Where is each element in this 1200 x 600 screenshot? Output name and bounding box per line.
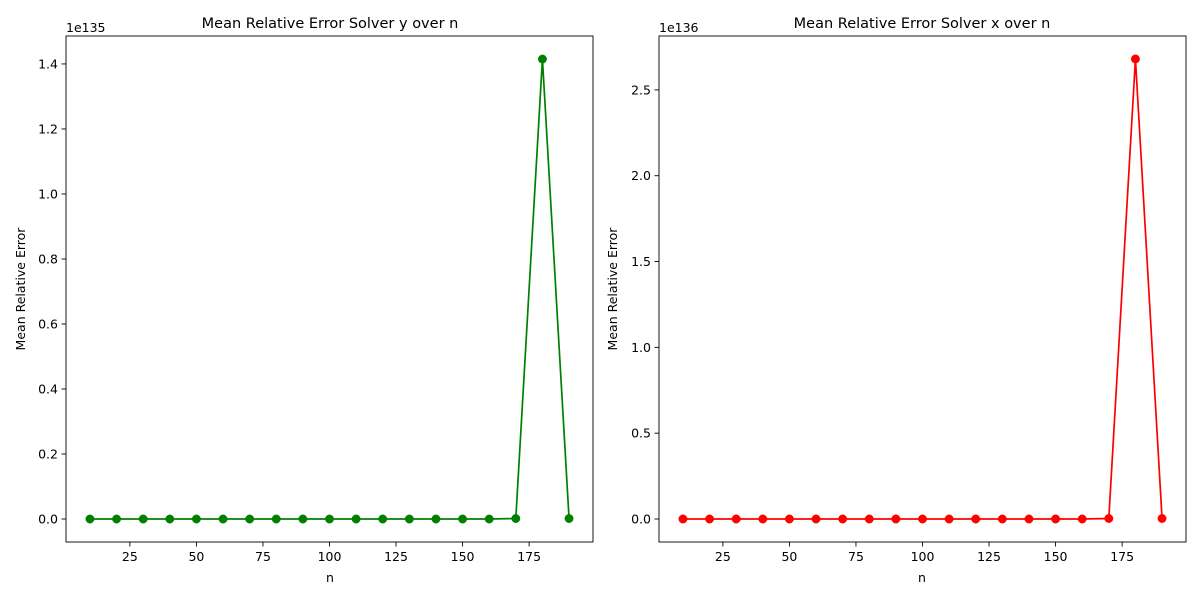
x-axis-label: n [918, 570, 926, 585]
data-point [431, 514, 441, 524]
x-tick-label: 125 [384, 549, 408, 564]
data-point [138, 514, 148, 524]
data-point [564, 514, 574, 523]
plot-area: 25 50 75 100 125 150 175 0.0 0.2 0.4 0.6 0.8 1.0 1.2 1… [38, 35, 594, 564]
data-point [891, 514, 901, 524]
data-point [404, 514, 414, 524]
data-point [1024, 514, 1034, 524]
y-tick-label: 0.6 [38, 316, 58, 331]
x-tick-label: 175 [1110, 549, 1134, 564]
data-point [218, 514, 228, 524]
data-point [838, 514, 848, 524]
y-tick-label: 0.0 [631, 512, 651, 527]
y-tick-label: 0.0 [38, 512, 58, 527]
y-tick-label: 1.0 [38, 186, 58, 201]
data-point [298, 514, 308, 524]
y-tick-label: 2.0 [631, 168, 651, 183]
chart-right: Mean Relative Error Solver x over n 1e13… [605, 16, 1187, 585]
x-tick-label: 150 [451, 549, 475, 564]
chart-title: Mean Relative Error Solver y over n [202, 16, 459, 32]
data-point [1130, 54, 1140, 64]
data-point [784, 514, 794, 524]
x-tick-label: 75 [848, 549, 864, 564]
data-point [484, 514, 494, 524]
x-tick-label: 150 [1044, 549, 1068, 564]
data-point [758, 514, 768, 524]
data-point [191, 514, 201, 524]
data-point [511, 514, 521, 523]
data-point [705, 514, 715, 524]
plot-area: 25 50 75 100 125 150 175 0.0 0.5 1.0 1.5 2.0 2.5 [631, 35, 1187, 564]
data-point [1077, 514, 1087, 524]
y-tick-label: 1.2 [38, 121, 58, 136]
y-tick-label: 0.5 [631, 426, 651, 441]
data-point [271, 514, 281, 524]
x-tick-label: 25 [122, 549, 138, 564]
data-point [351, 514, 361, 524]
y-tick-label: 1.5 [631, 254, 651, 269]
data-point [325, 514, 334, 524]
chart-title: Mean Relative Error Solver x over n [794, 16, 1051, 32]
x-tick-label: 100 [911, 549, 935, 564]
data-point [165, 514, 175, 524]
data-point [997, 514, 1007, 524]
data-point [1104, 514, 1114, 523]
data-point [537, 54, 547, 64]
data-point [458, 514, 468, 524]
y-axis-label: Mean Relative Error [605, 227, 620, 351]
data-point [678, 514, 688, 524]
chart-left: Mean Relative Error Solver y over n 1e13… [13, 16, 594, 585]
x-tick-label: 25 [715, 549, 731, 564]
y-tick-label: 0.2 [38, 447, 58, 462]
y-offset-label: 1e136 [659, 20, 699, 35]
y-tick-label: 1.0 [631, 340, 651, 355]
x-tick-label: 100 [318, 549, 342, 564]
data-point [378, 514, 388, 524]
x-tick-label: 175 [517, 549, 541, 564]
data-point [811, 514, 821, 524]
y-axis-label: Mean Relative Error [13, 227, 28, 351]
data-point [1051, 514, 1061, 524]
data-point [1157, 514, 1167, 523]
data-point [918, 514, 927, 524]
data-point [85, 514, 95, 524]
data-point [731, 514, 741, 524]
x-tick-label: 50 [781, 549, 797, 564]
data-point [864, 514, 874, 524]
x-tick-label: 75 [255, 549, 271, 564]
x-tick-label: 50 [188, 549, 204, 564]
data-point [112, 514, 122, 524]
y-tick-label: 1.4 [38, 56, 58, 71]
y-tick-label: 0.4 [38, 382, 58, 397]
y-tick-label: 2.5 [631, 82, 651, 97]
y-offset-label: 1e135 [66, 20, 106, 35]
data-point [245, 514, 255, 524]
y-tick-label: 0.8 [38, 251, 58, 266]
data-point [971, 514, 981, 524]
x-tick-label: 125 [977, 549, 1001, 564]
x-axis-label: n [326, 570, 334, 585]
data-point [944, 514, 954, 524]
